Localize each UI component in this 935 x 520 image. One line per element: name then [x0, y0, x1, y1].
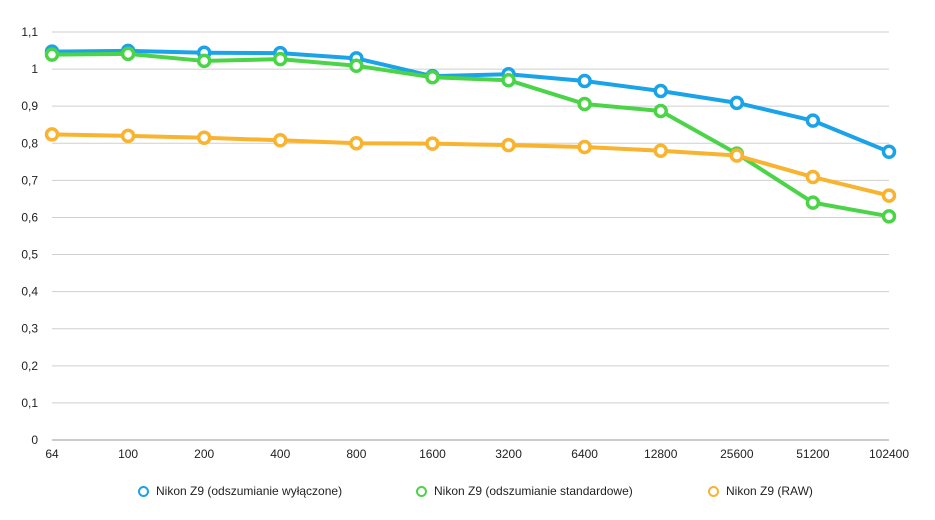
y-tick-label: 0,6: [21, 210, 38, 224]
legend-marker-icon: [708, 485, 719, 497]
legend-marker-icon: [416, 485, 427, 497]
legend-label: Nikon Z9 (odszumianie wyłączone): [156, 484, 343, 498]
legend-label: Nikon Z9 (RAW): [726, 484, 813, 498]
y-tick-label: 0,3: [21, 322, 38, 336]
y-tick-label: 0,7: [21, 173, 38, 187]
data-point: [501, 72, 516, 88]
data-point: [577, 73, 592, 89]
data-point: [44, 47, 60, 62]
data-point: [44, 127, 60, 142]
x-tick-label: 1600: [419, 447, 446, 461]
x-tick-label: 25600: [720, 447, 754, 461]
data-point: [805, 195, 821, 210]
x-tick-label: 6400: [571, 447, 598, 461]
x-axis-tick-labels: 64 100 200 400 800 1600 3200 6400 12800 25600 5120…: [45, 447, 909, 461]
y-tick-label: 0,9: [21, 99, 38, 113]
data-point: [196, 130, 212, 145]
series-2: [44, 46, 897, 224]
y-axis-tick-labels: 0 0,1 0,2 0,3 0,4 0,5 0,6 0,7 0,8 0,9 1 1,1: [21, 25, 38, 447]
x-tick-label: 3200: [495, 447, 522, 461]
data-point: [577, 139, 592, 155]
data-point: [425, 136, 440, 151]
y-tick-label: 0,8: [21, 136, 38, 150]
gridlines: [52, 31, 889, 441]
series-1: [44, 43, 897, 160]
data-point: [501, 137, 516, 153]
x-tick-label: 200: [194, 447, 214, 461]
y-tick-label: 0,5: [21, 248, 38, 262]
data-point: [653, 83, 668, 99]
legend-marker-icon: [138, 485, 149, 497]
series-line: [50, 48, 891, 154]
legend-item: Nikon Z9 (odszumianie wyłączone): [138, 484, 342, 498]
legend: Nikon Z9 (odszumianie wyłączone) Nikon Z9…: [0, 484, 935, 504]
data-point: [729, 95, 745, 111]
y-tick-label: 1,1: [21, 25, 38, 39]
data-point: [881, 188, 897, 203]
data-point: [349, 136, 364, 151]
x-tick-label: 64: [45, 447, 59, 461]
y-tick-label: 0: [31, 433, 38, 447]
data-point: [881, 144, 897, 160]
data-point: [653, 143, 668, 158]
data-point: [653, 103, 668, 119]
x-tick-label: 400: [270, 447, 290, 461]
data-point: [273, 133, 288, 148]
x-tick-label: 102400: [869, 447, 909, 461]
y-tick-label: 0,2: [21, 359, 38, 373]
data-point: [349, 58, 364, 74]
series-line: [50, 132, 891, 198]
x-tick-label: 800: [346, 447, 366, 461]
data-point: [425, 70, 440, 85]
legend-item: Nikon Z9 (odszumianie standardowe): [416, 484, 633, 498]
series-3: [44, 127, 897, 203]
data-point: [273, 51, 288, 67]
y-tick-label: 0,4: [21, 285, 38, 299]
data-point: [577, 96, 592, 112]
data-point: [805, 113, 821, 128]
data-point: [881, 209, 897, 224]
x-tick-label: 100: [118, 447, 138, 461]
legend-item: Nikon Z9 (RAW): [708, 484, 813, 498]
series-lines: [44, 43, 897, 224]
data-point: [729, 148, 745, 163]
series-line: [50, 51, 891, 219]
legend-label: Nikon Z9 (odszumianie standardowe): [434, 484, 633, 498]
data-point: [805, 169, 821, 185]
data-point: [120, 128, 136, 144]
x-tick-label: 12800: [644, 447, 678, 461]
data-point: [196, 53, 212, 69]
data-point: [120, 46, 136, 62]
y-tick-label: 0,1: [21, 396, 38, 410]
x-tick-label: 51200: [796, 447, 830, 461]
y-tick-label: 1: [31, 62, 38, 76]
